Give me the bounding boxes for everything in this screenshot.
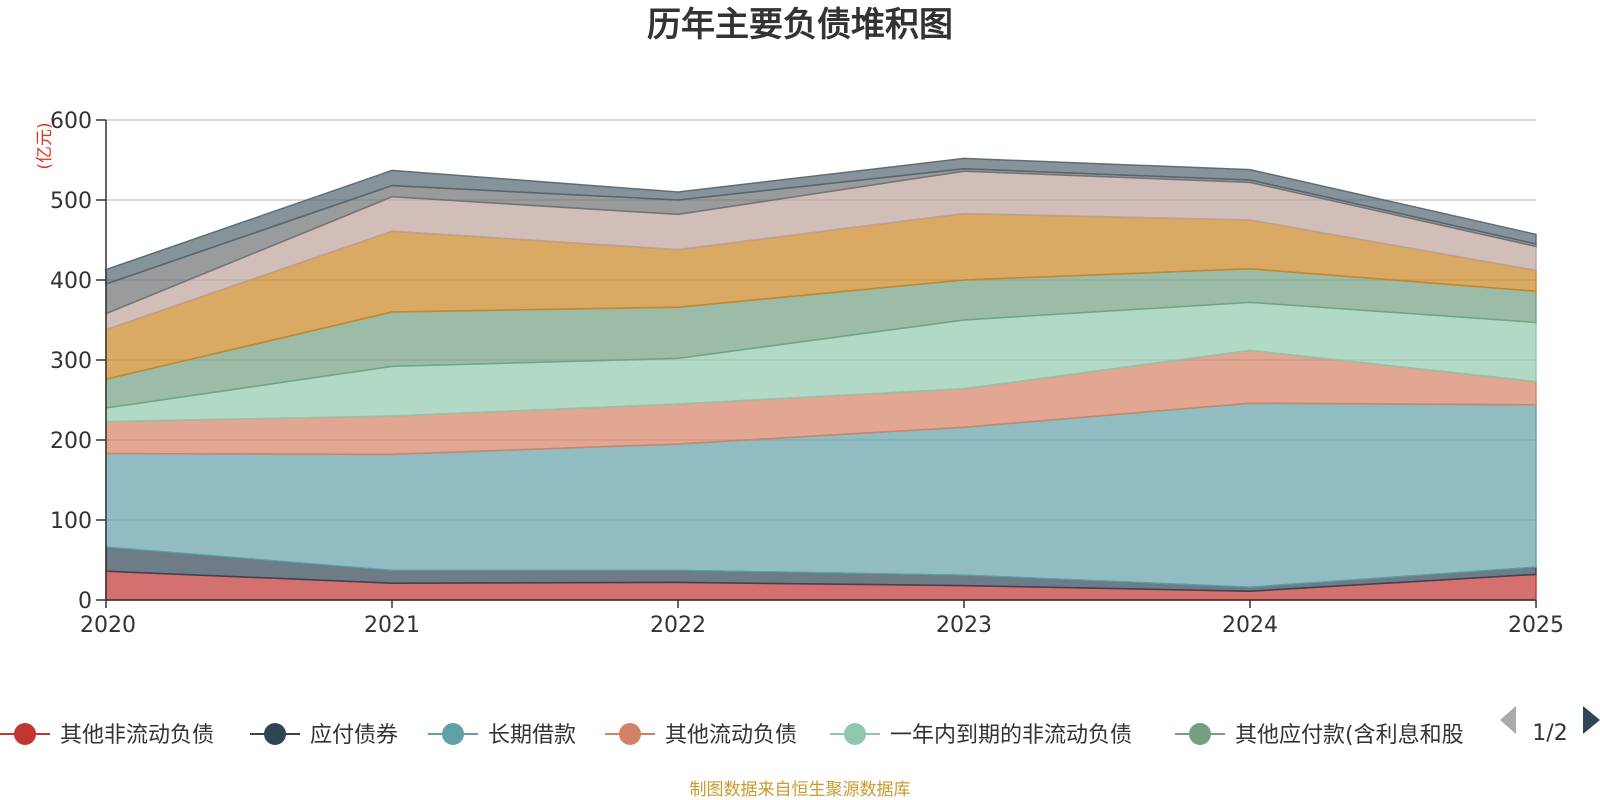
x-axis-ticks: 2020 2021 2022 2023 2024 2025	[80, 600, 1564, 638]
legend-item-1[interactable]: 应付债券	[250, 723, 398, 748]
stacked-areas	[105, 157, 1537, 601]
x-tick-label: 2020	[80, 613, 136, 638]
legend-label: 其他非流动负债	[60, 723, 214, 748]
x-tick-label: 2023	[936, 613, 992, 638]
legend-marker-icon	[1189, 723, 1211, 745]
area-series-9[interactable]	[105, 157, 1537, 286]
legend-label: 其他应付款(含利息和股	[1235, 723, 1464, 748]
y-axis-unit: (亿元)	[35, 122, 55, 169]
legend-item-5[interactable]: 其他应付款(含利息和股	[1175, 723, 1464, 748]
legend-marker-icon	[442, 723, 464, 745]
x-tick-label: 2024	[1222, 613, 1278, 638]
legend-item-4[interactable]: 一年内到期的非流动负债	[830, 723, 1132, 748]
legend-marker-icon	[264, 723, 286, 745]
legend-marker-icon	[14, 723, 36, 745]
pager-prev-icon[interactable]	[1500, 706, 1516, 734]
legend-pager[interactable]: 1/2	[1500, 706, 1600, 746]
y-tick-label: 600	[50, 109, 92, 134]
pager-text: 1/2	[1532, 721, 1567, 746]
y-tick-label: 0	[78, 589, 92, 614]
legend-label: 长期借款	[488, 723, 576, 748]
y-tick-label: 300	[50, 349, 92, 374]
legend-label: 一年内到期的非流动负债	[890, 723, 1132, 748]
legend-marker-icon	[844, 723, 866, 745]
x-tick-label: 2025	[1508, 613, 1564, 638]
x-tick-label: 2022	[650, 613, 706, 638]
legend-item-3[interactable]: 其他流动负债	[605, 723, 797, 748]
y-tick-label: 500	[50, 189, 92, 214]
chart-title: 历年主要负债堆积图	[647, 5, 953, 45]
data-source: 制图数据来自恒生聚源数据库	[690, 780, 911, 800]
y-axis-ticks: 0 100 200 300 400 500 600	[50, 109, 106, 614]
pager-next-icon[interactable]	[1583, 706, 1600, 734]
x-tick-label: 2021	[364, 613, 420, 638]
legend-item-0[interactable]: 其他非流动负债	[0, 723, 214, 748]
legend[interactable]: 其他非流动负债 应付债券 长期借款 其他流动负债 一年内到期的非流动负债 其他应付款(含利…	[0, 723, 1464, 748]
legend-marker-icon	[619, 723, 641, 745]
legend-item-2[interactable]: 长期借款	[428, 723, 576, 748]
legend-label: 应付债券	[310, 723, 398, 748]
y-tick-label: 100	[50, 509, 92, 534]
y-tick-label: 400	[50, 269, 92, 294]
legend-label: 其他流动负债	[665, 723, 797, 748]
y-tick-label: 200	[50, 429, 92, 454]
